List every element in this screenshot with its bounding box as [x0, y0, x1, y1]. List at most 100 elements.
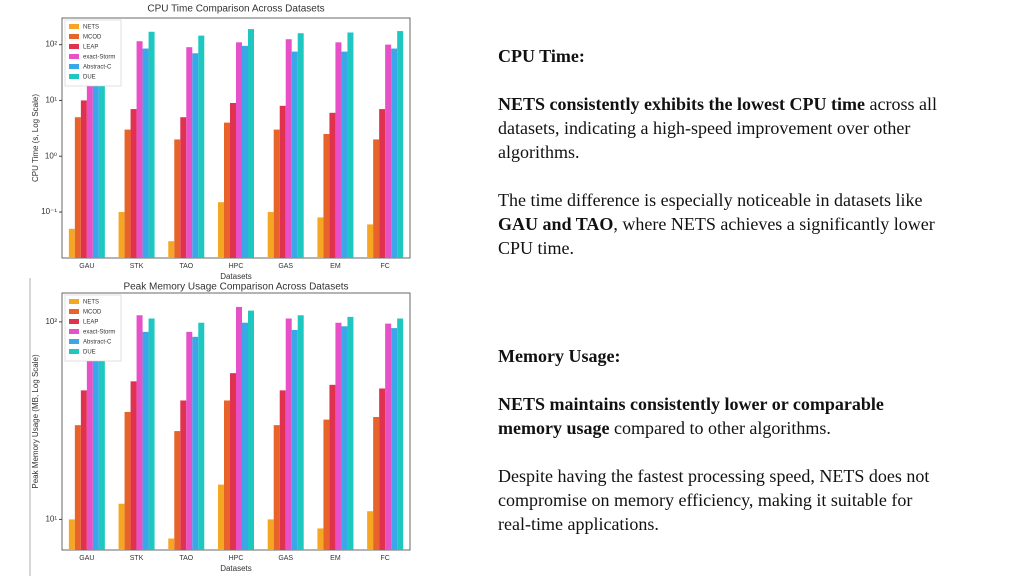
legend-label: Abstract-C	[83, 340, 112, 346]
bar	[80, 390, 87, 550]
bar	[373, 139, 380, 258]
bar	[74, 425, 81, 550]
text: , where NETS achieves a significantly lo…	[498, 214, 935, 258]
bar	[198, 35, 205, 258]
bar	[86, 313, 93, 550]
memory-text: Memory Usage: NETS maintains consistentl…	[498, 344, 938, 536]
bar	[291, 329, 298, 550]
legend-swatch	[69, 319, 79, 324]
y-tick-label: 10¹	[45, 96, 57, 105]
bold-text: NETS consistently exhibits the lowest CP…	[498, 94, 865, 114]
bar	[397, 31, 404, 258]
bar	[317, 217, 324, 258]
legend-swatch	[69, 34, 79, 39]
legend-label: Abstract-C	[83, 65, 112, 71]
legend-swatch	[69, 329, 79, 334]
x-axis-label: Datasets	[220, 564, 252, 573]
legend-swatch	[69, 309, 79, 314]
legend-swatch	[69, 299, 79, 304]
bar	[285, 39, 292, 259]
legend-swatch	[69, 339, 79, 344]
bar	[341, 51, 348, 258]
bar	[180, 400, 187, 550]
bar	[148, 318, 155, 550]
bar	[230, 102, 236, 258]
bar	[130, 381, 137, 550]
bar	[86, 41, 93, 259]
bold-text: NETS maintains consistently lower or com…	[498, 394, 884, 438]
legend-label: NETS	[83, 25, 99, 31]
bar	[118, 503, 125, 550]
bar	[230, 373, 236, 550]
y-tick-label: 10⁰	[45, 151, 57, 160]
legend-swatch	[69, 54, 79, 59]
x-tick-label: GAU	[79, 263, 94, 270]
bar	[186, 331, 193, 550]
bar	[248, 310, 254, 550]
bar	[218, 202, 224, 258]
bar	[335, 42, 342, 259]
legend-swatch	[69, 349, 79, 354]
bar	[367, 511, 374, 550]
x-tick-label: HPC	[229, 555, 244, 562]
bar	[142, 331, 149, 550]
bar	[224, 122, 230, 258]
bar	[68, 228, 75, 258]
bar	[347, 32, 354, 258]
bar	[168, 241, 175, 258]
y-tick-label: 10¹	[45, 515, 57, 524]
bar	[323, 134, 330, 258]
bar	[385, 323, 392, 550]
bar	[98, 30, 105, 259]
legend-label: DUE	[83, 350, 96, 356]
x-tick-label: STK	[130, 555, 144, 562]
x-tick-label: HPC	[229, 263, 244, 270]
bar	[124, 129, 131, 258]
bar	[373, 416, 380, 550]
legend-label: exact-Storm	[83, 55, 115, 61]
x-tick-label: GAS	[278, 555, 293, 562]
bar	[335, 322, 342, 550]
bar	[242, 322, 248, 550]
legend-label: exact-Storm	[83, 330, 115, 336]
bar	[329, 384, 336, 550]
x-tick-label: TAO	[179, 555, 193, 562]
bold-text: GAU and TAO	[498, 214, 614, 234]
legend-label: LEAP	[83, 320, 98, 326]
bar	[267, 519, 274, 550]
x-tick-label: GAU	[79, 555, 94, 562]
x-tick-label: GAS	[278, 263, 293, 270]
bar	[124, 411, 131, 550]
bar	[279, 105, 286, 258]
bar	[130, 109, 137, 258]
legend-label: MCOD	[83, 35, 102, 41]
bar	[236, 42, 242, 259]
heading: Memory Usage:	[498, 346, 621, 366]
bar	[168, 538, 175, 550]
bar	[236, 306, 242, 550]
legend-label: LEAP	[83, 45, 98, 51]
x-tick-label: EM	[330, 263, 341, 270]
bar	[174, 139, 181, 258]
chart: Peak Memory Usage Comparison Across Data…	[31, 282, 411, 573]
x-tick-label: FC	[380, 263, 389, 270]
legend-label: NETS	[83, 300, 99, 306]
bar	[242, 45, 248, 258]
bar	[148, 31, 155, 258]
bar	[385, 44, 392, 259]
bar	[136, 41, 143, 259]
bar	[297, 315, 304, 550]
bar	[273, 129, 280, 258]
bar	[174, 431, 181, 550]
x-tick-label: FC	[380, 555, 389, 562]
bar	[80, 100, 87, 259]
bar	[180, 117, 187, 258]
x-axis-label: Datasets	[220, 272, 252, 281]
cpu-text: CPU Time: NETS consistently exhibits the…	[498, 44, 938, 260]
chart-title: CPU Time Comparison Across Datasets	[147, 4, 324, 15]
bar	[248, 29, 254, 258]
bar	[391, 48, 398, 259]
bar	[285, 318, 292, 550]
bar	[98, 317, 105, 550]
